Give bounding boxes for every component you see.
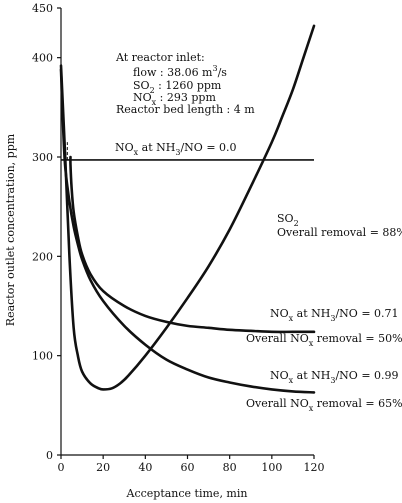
note-nox-sub: x — [152, 98, 157, 107]
y-axis-title: Reactor outlet concentration, ppm — [4, 133, 17, 326]
label-nox-099-sub: x — [289, 376, 294, 385]
label-nox-071-removal-pre: Overall NO — [246, 332, 309, 345]
label-nox-071-main: NO — [270, 307, 289, 320]
y-tick-label: 300 — [32, 151, 53, 164]
label-nox-071-sub2: 3 — [330, 314, 335, 323]
label-nox-071-removal-sub: x — [309, 339, 314, 348]
label-so2-removal: Overall removal = 88% — [277, 226, 402, 239]
plot-area — [59, 24, 316, 394]
note-flow: flow : 38.06 m3/s — [133, 64, 227, 79]
y-tick-label: 0 — [46, 449, 53, 462]
label-so2-sub: 2 — [294, 219, 299, 228]
label-nox-00-main: NO — [115, 141, 134, 154]
y-tick-label: 400 — [32, 52, 53, 65]
label-so2: SO2 — [277, 212, 299, 228]
x-tick-label: 0 — [58, 461, 65, 474]
label-nox-071-tail: /NO = 0.71 — [335, 307, 398, 320]
note-so2-value: : 1260 ppm — [155, 79, 222, 92]
label-nox-00-rest: at NH — [138, 141, 175, 154]
label-nox-099-sub2: 3 — [330, 376, 335, 385]
label-nox-099-main: NO — [270, 369, 289, 382]
x-tick-label: 100 — [261, 461, 282, 474]
note-so2-sub: 2 — [150, 86, 155, 95]
note-flow-label: flow : 38.06 m — [133, 66, 213, 79]
label-nox-071-removal: Overall NOx removal = 50% — [246, 332, 402, 348]
label-nox-00-tail: /NO = 0.0 — [180, 141, 236, 154]
label-nox-099-removal: Overall NOx removal = 65% — [246, 397, 402, 413]
label-nox-099-rest: at NH — [293, 369, 330, 382]
label-nox-071-rest: at NH — [293, 307, 330, 320]
note-flow-unit: /s — [218, 66, 228, 79]
label-nox-099-removal-post: removal = 65% — [313, 397, 402, 410]
y-tick-label: 200 — [32, 250, 53, 263]
x-axis-title: Acceptance time, min — [126, 487, 248, 500]
label-so2-main: SO — [277, 212, 294, 225]
x-tick-label: 40 — [138, 461, 152, 474]
note-title: At reactor inlet: — [115, 51, 205, 64]
note-nox-label: NO — [133, 91, 152, 104]
note-flow-sup: 3 — [213, 64, 218, 73]
axis-ticks: 0 20 40 60 80 100 120 0 100 200 300 400 450 — [32, 2, 325, 474]
label-nox-071-removal-post: removal = 50% — [313, 332, 402, 345]
x-tick-label: 60 — [181, 461, 195, 474]
y-tick-label: 450 — [32, 2, 53, 15]
note-bed-length: Reactor bed length : 4 m — [116, 103, 255, 116]
series-line-nox-099 — [59, 68, 316, 394]
inlet-conditions-note: At reactor inlet: flow : 38.06 m3/s SO2 … — [115, 51, 255, 116]
x-tick-label: 80 — [223, 461, 237, 474]
x-tick-label: 120 — [304, 461, 325, 474]
label-nox-071-sub: x — [289, 314, 294, 323]
label-nox-00: NOx at NH3/NO = 0.0 — [115, 141, 237, 157]
note-so2: SO2 : 1260 ppm — [133, 79, 222, 95]
note-nox-value: : 293 ppm — [156, 91, 216, 104]
note-nox: NOx : 293 ppm — [133, 91, 216, 107]
series-line-nox-071 — [69, 155, 316, 334]
label-nox-099-tail: /NO = 0.99 — [335, 369, 398, 382]
y-tick-label: 100 — [32, 350, 53, 363]
label-nox-00-sub2: 3 — [175, 148, 180, 157]
x-tick-label: 20 — [96, 461, 110, 474]
note-so2-label: SO — [133, 79, 150, 92]
label-nox-099: NOx at NH3/NO = 0.99 — [270, 369, 399, 385]
label-nox-00-sub: x — [134, 148, 139, 157]
series-line-so2 — [59, 24, 316, 391]
label-nox-071: NOx at NH3/NO = 0.71 — [270, 307, 399, 323]
label-nox-099-removal-pre: Overall NO — [246, 397, 309, 410]
label-nox-099-removal-sub: x — [309, 404, 314, 413]
